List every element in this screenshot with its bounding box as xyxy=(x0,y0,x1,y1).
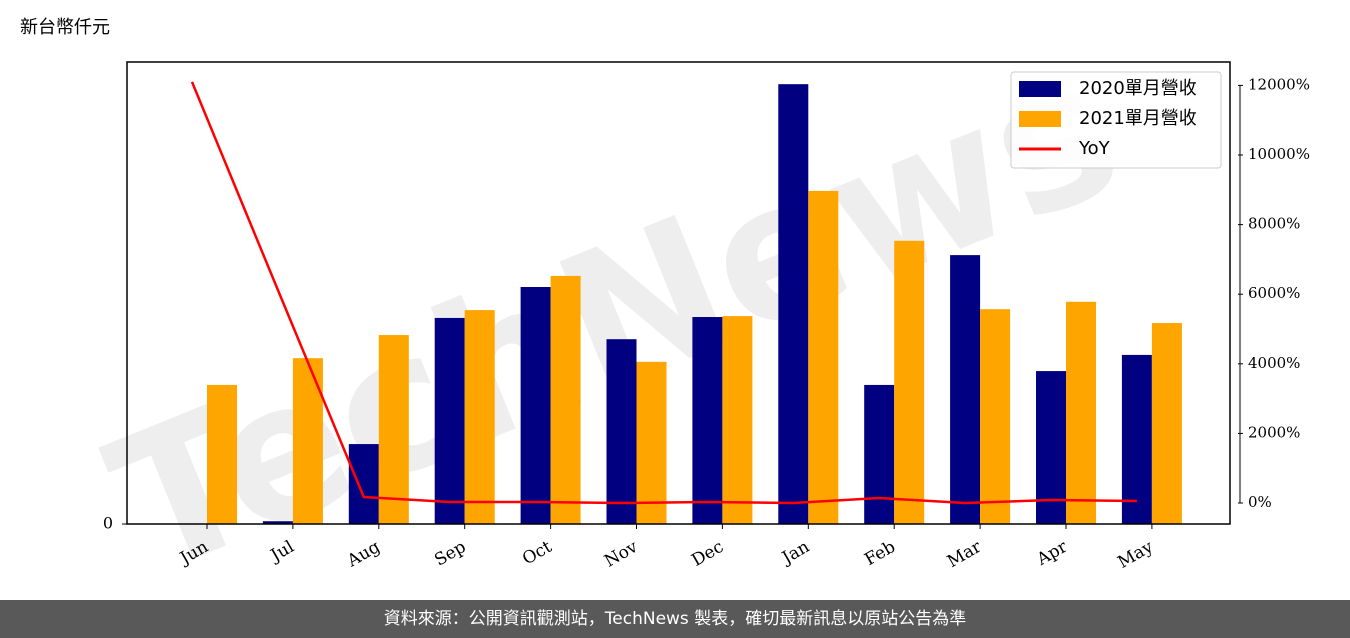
bar xyxy=(520,286,551,524)
bar xyxy=(434,317,465,524)
y2-tick-label: 4000% xyxy=(1248,354,1300,372)
bar xyxy=(1121,354,1152,524)
bar xyxy=(1036,371,1066,524)
y2-tick-label: 2000% xyxy=(1248,423,1300,441)
x-tick-label: Dec xyxy=(688,537,727,571)
bar xyxy=(464,310,495,524)
legend-label: 2021單月營收 xyxy=(1079,108,1197,129)
y2-tick-label: 12000% xyxy=(1248,75,1310,93)
x-tick-label: May xyxy=(1114,537,1157,573)
y-tick-label: 0 xyxy=(103,514,113,533)
y2-tick-label: 10000% xyxy=(1248,145,1310,163)
legend-swatch xyxy=(1019,111,1061,127)
x-tick-label: Mar xyxy=(944,536,986,572)
bar xyxy=(778,84,809,525)
x-tick-label: Oct xyxy=(519,537,555,570)
bar xyxy=(207,384,237,524)
legend-label: 2020單月營收 xyxy=(1079,78,1197,99)
bar xyxy=(894,240,925,524)
yoy-line xyxy=(190,81,1137,505)
bar xyxy=(636,361,667,524)
bar xyxy=(980,309,1011,524)
y2-tick-label: 6000% xyxy=(1248,284,1300,302)
bar xyxy=(808,190,839,524)
footer-bar xyxy=(0,600,1350,638)
bar xyxy=(864,384,895,524)
x-tick-label: Feb xyxy=(861,537,899,570)
bar xyxy=(348,444,379,524)
legend-label: YoY xyxy=(1078,138,1111,159)
bar xyxy=(378,335,409,524)
legend-box xyxy=(1010,71,1222,169)
x-tick-label: Nov xyxy=(601,537,641,572)
unit-label: 新台幣仟元 xyxy=(20,17,110,38)
plot-frame xyxy=(126,61,1231,525)
footer: 資料來源：公開資訊觀測站，TechNews 製表，確切最新訊息以原站公告為準 xyxy=(384,609,966,629)
legend-swatch xyxy=(1019,81,1061,97)
bar xyxy=(1066,301,1096,524)
x-tick-label: Apr xyxy=(1033,536,1072,570)
bar xyxy=(262,521,293,524)
x-tick-label: Jan xyxy=(777,537,813,569)
y2-tick-label: 0% xyxy=(1248,493,1272,511)
bar xyxy=(950,255,981,524)
bar xyxy=(550,275,581,524)
y2-tick-label: 8000% xyxy=(1248,215,1300,233)
bar xyxy=(1151,323,1182,524)
bar xyxy=(292,358,323,524)
bar xyxy=(692,317,723,524)
x-tick-label: Sep xyxy=(431,537,469,571)
bar xyxy=(606,339,637,524)
bar xyxy=(722,316,753,524)
